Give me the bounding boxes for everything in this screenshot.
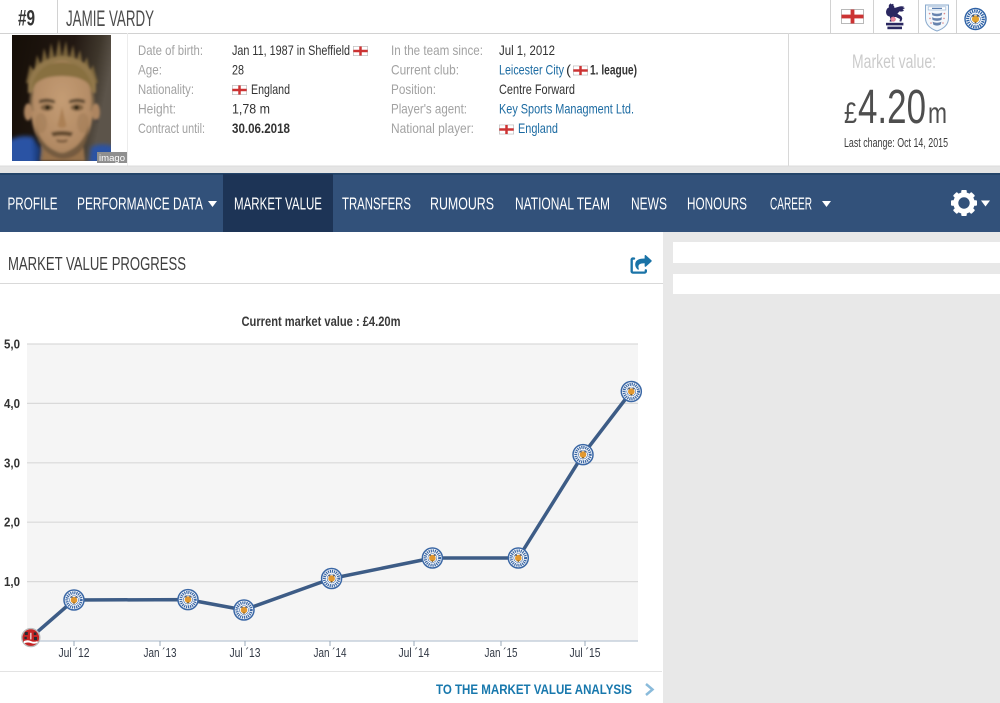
svg-text:4,0: 4,0 [4,397,20,411]
svg-text:Player's agent:: Player's agent: [391,101,467,117]
svg-text:NATIONAL TEAM: NATIONAL TEAM [515,194,610,214]
svg-text:Jul ´14: Jul ´14 [399,646,430,660]
svg-text:MARKET VALUE PROGRESS: MARKET VALUE PROGRESS [8,254,186,274]
svg-text:2,0: 2,0 [4,516,20,530]
svg-text:HONOURS: HONOURS [687,194,747,214]
svg-text:30.06.2018: 30.06.2018 [232,120,290,136]
svg-text:PERFORMANCE DATA: PERFORMANCE DATA [77,194,203,214]
svg-text:(: ( [566,62,571,78]
svg-text:Last change: Oct 14, 2015: Last change: Oct 14, 2015 [844,136,948,150]
svg-text:3,0: 3,0 [4,456,20,470]
svg-text:Centre Forward: Centre Forward [499,81,575,97]
svg-text:NEWS: NEWS [631,194,667,214]
svg-text:4.20: 4.20 [858,81,926,134]
svg-text:CAREER: CAREER [770,194,812,214]
svg-text:Date of birth:: Date of birth: [138,42,203,58]
svg-text:Jan ´14: Jan ´14 [314,646,347,660]
svg-text:Jul ´12: Jul ´12 [59,646,90,660]
svg-text:5,0: 5,0 [4,338,20,352]
svg-text:Jan ´15: Jan ´15 [485,646,518,660]
svg-text:Position:: Position: [391,81,436,97]
svg-text:TRANSFERS: TRANSFERS [342,194,411,214]
svg-text:PROFILE: PROFILE [8,194,58,214]
svg-text:Key Sports Managment Ltd.: Key Sports Managment Ltd. [499,101,634,117]
svg-text:Leicester City: Leicester City [499,62,564,78]
svg-text:#9: #9 [18,6,35,31]
svg-text:Jul ´15: Jul ´15 [570,646,601,660]
svg-text:imago: imago [99,153,125,164]
svg-text:England: England [518,120,558,136]
svg-text:Age:: Age: [138,62,162,78]
svg-text:1,78 m: 1,78 m [232,101,270,117]
svg-text:England: England [251,81,290,97]
svg-text:Nationality:: Nationality: [138,81,194,97]
svg-text:Jul 1, 2012: Jul 1, 2012 [499,42,555,58]
svg-text:Current club:: Current club: [391,62,459,78]
svg-text:National player:: National player: [391,120,474,136]
svg-text:RUMOURS: RUMOURS [430,194,494,214]
svg-text:£: £ [844,97,857,130]
svg-text:Jan 11, 1987 in Sheffield: Jan 11, 1987 in Sheffield [232,42,350,58]
svg-text:Jan ´13: Jan ´13 [144,646,177,660]
svg-text:Jul ´13: Jul ´13 [230,646,261,660]
svg-text:JAMIE VARDY: JAMIE VARDY [66,6,154,31]
svg-text:1,0: 1,0 [4,575,20,589]
svg-text:In the team since:: In the team since: [391,42,483,58]
svg-text:Contract until:: Contract until: [138,120,205,136]
svg-text:m: m [928,97,947,130]
svg-text:Current market value : £4.20m: Current market value : £4.20m [242,314,401,329]
svg-text:28: 28 [232,62,244,78]
svg-text:1. league): 1. league) [590,62,637,78]
svg-text:TO THE MARKET VALUE ANALYSIS: TO THE MARKET VALUE ANALYSIS [436,681,632,697]
svg-text:MARKET VALUE: MARKET VALUE [234,194,322,214]
svg-text:Height:: Height: [138,101,176,117]
svg-text:Market value:: Market value: [852,52,936,73]
